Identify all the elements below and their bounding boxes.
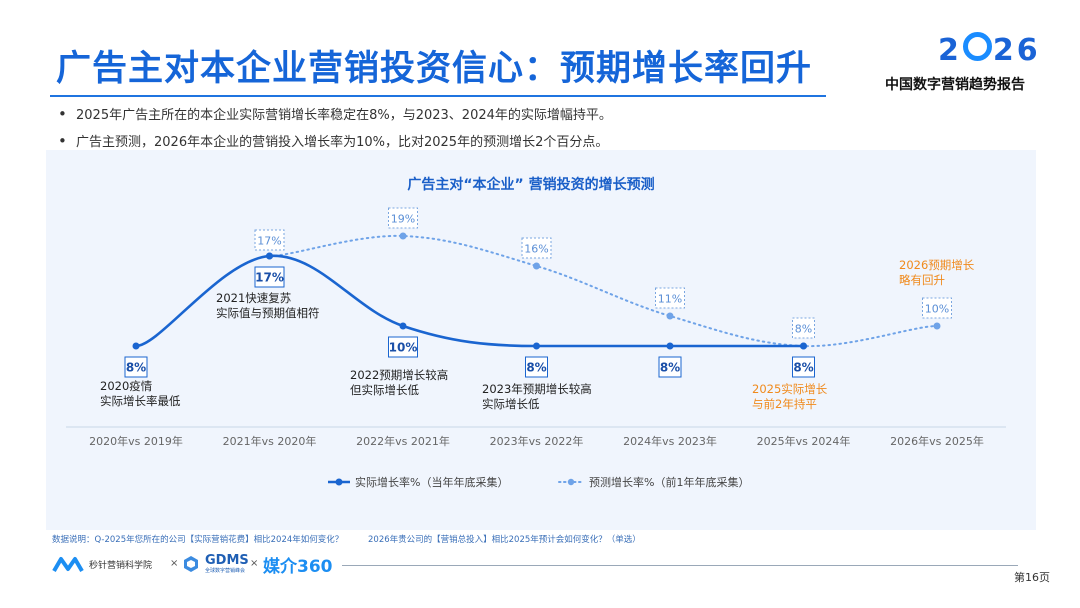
legend-forecast-marker bbox=[567, 478, 575, 486]
miaozhen-logo-icon bbox=[52, 557, 84, 573]
chart-annotation: 2020疫情 bbox=[100, 379, 153, 393]
forecast-value-label: 17% bbox=[257, 235, 281, 248]
actual-point bbox=[132, 342, 140, 350]
chart-annotation: 2026预期增长 bbox=[899, 258, 975, 272]
forecast-value-label: 10% bbox=[925, 303, 949, 316]
forecast-value-label: 8% bbox=[795, 323, 812, 336]
logo-year-left: 2 bbox=[938, 33, 962, 68]
actual-value-label-box bbox=[525, 356, 548, 378]
brand-separator: × bbox=[170, 558, 179, 569]
bullet-text: 广告主预测，2026年本企业的营销投入增长率为10%，比对2025年的预测增长2… bbox=[76, 135, 609, 150]
forecast-point bbox=[399, 232, 407, 240]
actual-value-label: 8% bbox=[793, 361, 813, 375]
forecast-growth-line bbox=[268, 234, 938, 348]
actual-point bbox=[800, 342, 807, 350]
brand-media360-name: 媒介360 bbox=[263, 556, 333, 577]
x-tick-label: 2025年vs 2024年 bbox=[757, 434, 851, 448]
brand-miaozhen-name: 秒针营销科学院 bbox=[89, 560, 153, 571]
actual-value-label-box bbox=[124, 356, 148, 378]
actual-growth-line bbox=[134, 254, 805, 348]
x-tick-label: 2022年vs 2021年 bbox=[356, 434, 450, 448]
chart-annotation: 实际值与预期值相符 bbox=[216, 306, 320, 320]
actual-point bbox=[533, 342, 540, 350]
bullet-list: • 2025年广告主所在的本企业实际营销增长率稳定在8%，与2023、2024年的… bbox=[58, 103, 612, 157]
forecast-value-label: 16% bbox=[524, 243, 548, 256]
brand-miaozhen: 秒针营销科学院 bbox=[52, 553, 152, 575]
actual-value-label: 10% bbox=[389, 341, 418, 355]
forecast-point bbox=[666, 312, 674, 320]
chart-annotation: 2025实际增长 bbox=[752, 382, 828, 396]
actual-point bbox=[666, 342, 674, 350]
actual-point bbox=[399, 322, 407, 330]
footer-rule bbox=[342, 565, 1018, 566]
actual-point bbox=[266, 252, 273, 260]
data-note-right: 2026年贵公司的【营销总投入】相比2025年预计会如何变化？（单选） bbox=[368, 535, 641, 545]
chart-annotation: 2022预期增长较高 bbox=[350, 368, 448, 382]
brand-gdms-name: GDMS bbox=[205, 552, 249, 568]
legend-forecast-label: 预测增长率%（前1年年底采集） bbox=[589, 475, 749, 489]
report-logo-subtitle: 中国数字营销趋势报告 bbox=[885, 77, 1025, 93]
actual-value-label-box bbox=[388, 336, 418, 358]
forecast-point bbox=[933, 322, 941, 330]
x-tick-label: 2020年vs 2019年 bbox=[89, 434, 183, 448]
forecast-value-label-box bbox=[521, 237, 552, 259]
logo-zero-ring-icon bbox=[962, 32, 992, 61]
legend-actual-marker bbox=[335, 478, 343, 486]
bullet-dot-icon: • bbox=[58, 132, 67, 150]
chart-annotation: 但实际增长低 bbox=[350, 383, 419, 397]
forecast-value-label-box bbox=[388, 207, 418, 229]
actual-value-label: 17% bbox=[255, 271, 284, 285]
gdms-logo-icon bbox=[184, 556, 198, 572]
forecast-value-label-box bbox=[254, 229, 285, 251]
chart-annotation: 2021快速复苏 bbox=[216, 291, 291, 305]
chart-title: 广告主对“本企业” 营销投资的增长预测 bbox=[407, 176, 654, 193]
brand-media360: 媒介360 bbox=[263, 553, 333, 577]
page-number: 第16页 bbox=[1014, 571, 1050, 584]
bullet-item: • 广告主预测，2026年本企业的营销投入增长率为10%，比对2025年的预测增长… bbox=[58, 130, 612, 157]
bullet-text: 2025年广告主所在的本企业实际营销增长率稳定在8%，与2023、2024年的实… bbox=[76, 108, 612, 123]
chart-annotation: 与前2年持平 bbox=[752, 397, 817, 411]
x-tick-label: 2024年vs 2023年 bbox=[623, 434, 717, 448]
forecast-value-label: 19% bbox=[391, 213, 415, 226]
brand-separator: × bbox=[250, 558, 259, 569]
x-tick-label: 2026年vs 2025年 bbox=[890, 434, 984, 448]
chart-annotation: 略有回升 bbox=[899, 273, 945, 287]
x-tick-label: 2023年vs 2022年 bbox=[490, 434, 584, 448]
forecast-value-label: 11% bbox=[658, 293, 682, 306]
actual-value-label-box bbox=[658, 356, 682, 378]
legend-actual-label: 实际增长率%（当年年底采集） bbox=[355, 475, 508, 489]
forecast-value-label-box bbox=[922, 297, 952, 319]
x-tick-label: 2021年vs 2020年 bbox=[223, 434, 317, 448]
forecast-point bbox=[533, 262, 540, 270]
forecast-value-label-box bbox=[792, 317, 815, 339]
brand-gdms-sub: 全球数字营销峰会 bbox=[205, 567, 246, 574]
title-underline bbox=[50, 95, 826, 97]
actual-value-label: 8% bbox=[126, 361, 146, 375]
chart-panel bbox=[46, 150, 1036, 530]
chart-annotation: 实际增长低 bbox=[482, 397, 540, 411]
report-logo-year: 2 26 bbox=[938, 32, 1041, 68]
brand-gdms: GDMS 全球数字营销峰会 bbox=[182, 553, 249, 575]
actual-value-label: 8% bbox=[660, 361, 680, 375]
actual-value-label-box bbox=[792, 356, 815, 378]
actual-value-label-box bbox=[254, 266, 285, 288]
bullet-item: • 2025年广告主所在的本企业实际营销增长率稳定在8%，与2023、2024年的… bbox=[58, 103, 612, 130]
page-title: 广告主对本企业营销投资信心：预期增长率回升 bbox=[56, 49, 813, 89]
chart-annotation: 2023年预期增长较高 bbox=[482, 382, 592, 396]
logo-year-right: 26 bbox=[992, 33, 1041, 68]
data-note-left: 数据说明：Q-2025年您所在的公司【实际营销花费】相比2024年如何变化？ bbox=[52, 535, 344, 545]
forecast-value-label-box bbox=[655, 287, 685, 309]
chart-annotation: 实际增长率最低 bbox=[100, 394, 181, 408]
growth-line-chart: 广告主对“本企业” 营销投资的增长预测 2020年vs 2019年 2021年vs … bbox=[66, 176, 1006, 489]
actual-value-label: 8% bbox=[526, 361, 546, 375]
bullet-dot-icon: • bbox=[58, 105, 67, 123]
